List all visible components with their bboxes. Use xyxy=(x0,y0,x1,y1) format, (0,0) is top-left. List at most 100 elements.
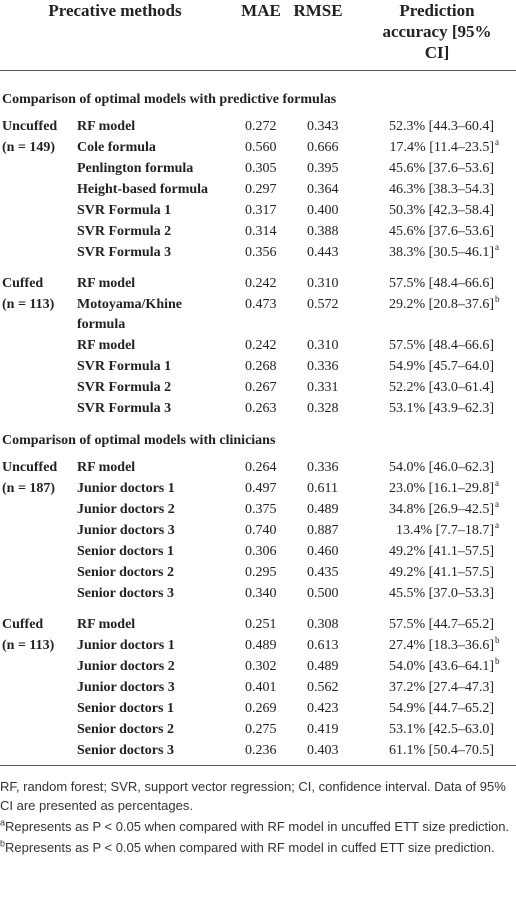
footnote-mark: b xyxy=(0,838,6,849)
method: Motoyama/Khine formula xyxy=(77,297,182,332)
accuracy: 49.2% [41.1–57.5] xyxy=(389,544,494,559)
note-mark: a xyxy=(495,242,499,252)
rmse: 0.388 xyxy=(307,224,339,239)
method: Penlington formula xyxy=(77,161,194,176)
accuracy: 23.0% [16.1–29.8] xyxy=(389,481,494,496)
rmse: 0.336 xyxy=(307,460,339,475)
rule xyxy=(0,765,516,766)
mae: 0.264 xyxy=(245,460,277,475)
header-cell: Precative methods xyxy=(48,1,182,20)
mae: 0.263 xyxy=(245,401,277,416)
accuracy: 61.1% [50.4–70.5] xyxy=(389,743,494,758)
group-n: (n = 113) xyxy=(2,297,55,312)
rmse: 0.331 xyxy=(307,380,339,395)
mae: 0.236 xyxy=(245,743,277,758)
note-mark: a xyxy=(495,137,499,147)
accuracy: 57.5% [48.4–66.6] xyxy=(389,276,494,291)
note-mark: b xyxy=(495,656,500,666)
mae: 0.356 xyxy=(245,245,277,260)
accuracy: 34.8% [26.9–42.5] xyxy=(389,502,494,517)
mae: 0.269 xyxy=(245,701,277,716)
mae: 0.375 xyxy=(245,502,277,517)
method: RF model xyxy=(77,617,136,632)
accuracy: 54.9% [44.7–65.2] xyxy=(389,701,494,716)
accuracy: 45.6% [37.6–53.6] xyxy=(389,224,494,239)
method: Cole formula xyxy=(77,140,156,155)
accuracy: 45.6% [37.6–53.6] xyxy=(389,161,494,176)
method: Senior doctors 2 xyxy=(77,565,174,580)
rmse: 0.423 xyxy=(307,701,339,716)
mae: 0.297 xyxy=(245,182,277,197)
mae: 0.251 xyxy=(245,617,277,632)
accuracy: 49.2% [41.1–57.5] xyxy=(389,565,494,580)
rmse: 0.613 xyxy=(307,638,339,653)
method: Senior doctors 1 xyxy=(77,544,174,559)
group-label: Cuffed xyxy=(2,617,44,632)
accuracy: 38.3% [30.5–46.1] xyxy=(389,245,494,260)
footnote: aRepresents as P < 0.05 when compared wi… xyxy=(0,817,512,836)
mae: 0.295 xyxy=(245,565,277,580)
rmse: 0.443 xyxy=(307,245,339,260)
accuracy: 54.9% [45.7–64.0] xyxy=(389,359,494,374)
accuracy: 13.4% [7.7–18.7] xyxy=(396,523,494,538)
accuracy: 46.3% [38.3–54.3] xyxy=(389,182,494,197)
method: Height-based formula xyxy=(77,182,209,197)
rmse: 0.489 xyxy=(307,502,339,517)
rmse: 0.419 xyxy=(307,722,339,737)
method: Junior doctors 3 xyxy=(77,523,175,538)
rmse: 0.395 xyxy=(307,161,339,176)
note-mark: b xyxy=(495,635,500,645)
method: Junior doctors 1 xyxy=(77,638,175,653)
footnote-text: Represents as P < 0.05 when compared wit… xyxy=(5,819,510,834)
rmse: 0.489 xyxy=(307,659,339,674)
method: Senior doctors 1 xyxy=(77,701,174,716)
method: Senior doctors 2 xyxy=(77,722,174,737)
rmse: 0.310 xyxy=(307,338,339,353)
rmse: 0.336 xyxy=(307,359,339,374)
rmse: 0.887 xyxy=(307,523,339,538)
note-mark: a xyxy=(495,520,499,530)
rmse: 0.343 xyxy=(307,119,339,134)
mae: 0.317 xyxy=(245,203,277,218)
rmse: 0.310 xyxy=(307,276,339,291)
method: SVR Formula 2 xyxy=(77,224,172,239)
accuracy: 53.1% [43.9–62.3] xyxy=(389,401,494,416)
rmse: 0.403 xyxy=(307,743,339,758)
accuracy: 27.4% [18.3–36.6] xyxy=(389,638,494,653)
rmse: 0.364 xyxy=(307,182,339,197)
method: Junior doctors 1 xyxy=(77,481,175,496)
rmse: 0.460 xyxy=(307,544,339,559)
method: SVR Formula 1 xyxy=(77,203,172,218)
mae: 0.272 xyxy=(245,119,277,134)
accuracy: 54.0% [43.6–64.1] xyxy=(389,659,494,674)
method: RF model xyxy=(77,119,136,134)
mae: 0.302 xyxy=(245,659,277,674)
method: RF model xyxy=(77,338,136,353)
mae: 0.740 xyxy=(245,523,277,538)
group-label: Uncuffed xyxy=(2,460,58,475)
accuracy: 45.5% [37.0–53.3] xyxy=(389,586,494,601)
method: SVR Formula 2 xyxy=(77,380,172,395)
mae: 0.560 xyxy=(245,140,277,155)
accuracy: 37.2% [27.4–47.3] xyxy=(389,680,494,695)
method: SVR Formula 3 xyxy=(77,401,172,416)
section-title: Comparison of optimal models with predic… xyxy=(2,92,337,107)
footnote-text: Represents as P < 0.05 when compared wit… xyxy=(5,840,495,855)
mae: 0.314 xyxy=(245,224,277,239)
method: Senior doctors 3 xyxy=(77,586,174,601)
accuracy: 53.1% [42.5–63.0] xyxy=(389,722,494,737)
mae: 0.473 xyxy=(245,297,277,312)
rmse: 0.308 xyxy=(307,617,339,632)
accuracy: 17.4% [11.4–23.5] xyxy=(389,140,494,155)
footnote: bRepresents as P < 0.05 when compared wi… xyxy=(0,838,512,857)
accuracy: 29.2% [20.8–37.6] xyxy=(389,297,494,312)
method: SVR Formula 1 xyxy=(77,359,172,374)
rule xyxy=(0,70,516,71)
rmse: 0.500 xyxy=(307,586,339,601)
mae: 0.275 xyxy=(245,722,277,737)
header-cell: Prediction accuracy [95% CI] xyxy=(382,1,492,62)
group-label: Uncuffed xyxy=(2,119,58,134)
method: RF model xyxy=(77,460,136,475)
rmse: 0.400 xyxy=(307,203,339,218)
section-title: Comparison of optimal models with clinic… xyxy=(2,433,276,448)
